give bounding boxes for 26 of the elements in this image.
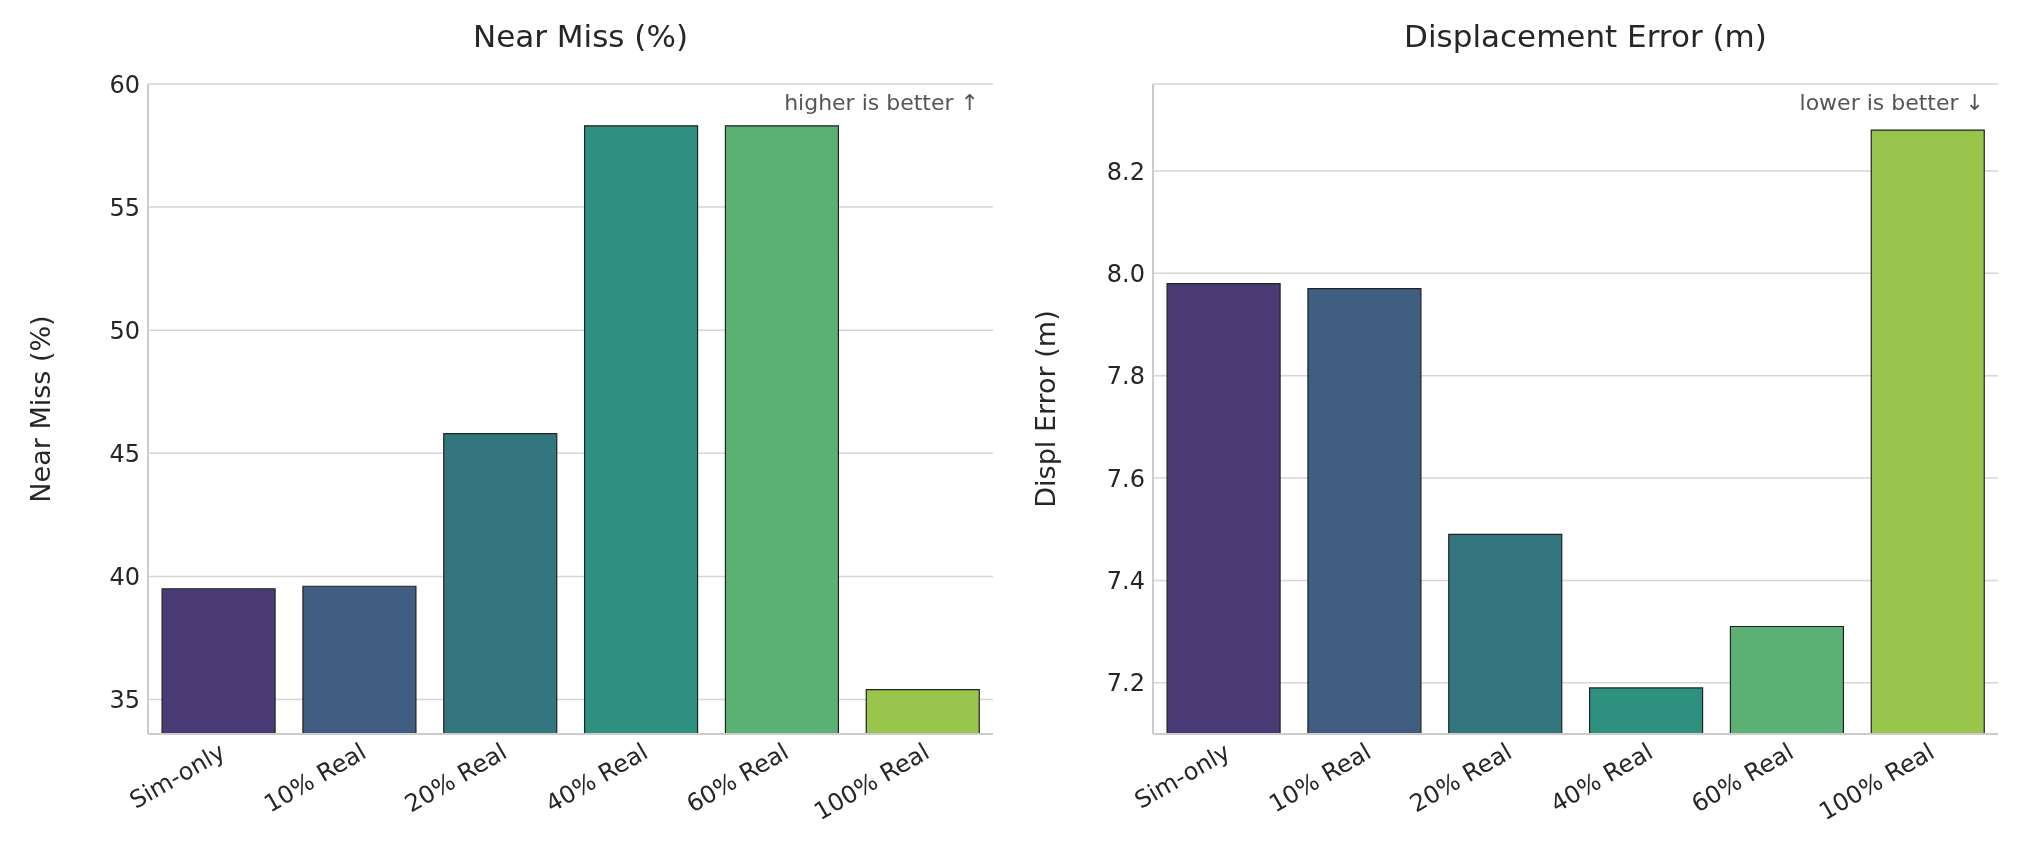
y-tick-label: 7.4 (1106, 566, 1145, 595)
annotation: higher is better ↑ (784, 90, 979, 115)
y-tick-label: 8.2 (1106, 157, 1145, 186)
y-tick-label: 8.0 (1106, 259, 1145, 288)
y-tick-label: 60 (109, 70, 140, 99)
y-tick-label: 7.6 (1106, 464, 1145, 493)
chart-title: Near Miss (%) (472, 17, 689, 56)
y-tick-label: 55 (109, 193, 140, 222)
y-tick-label: 7.2 (1106, 669, 1145, 698)
x-tick-label: 20% Real (1404, 737, 1517, 819)
y-axis-title: Displ Error (m) (1029, 310, 1061, 508)
x-tick-label: 20% Real (399, 737, 512, 819)
x-tick-label: 10% Real (1264, 737, 1376, 819)
y-tick-label: 50 (109, 316, 140, 345)
x-tick-label: 10% Real (259, 737, 371, 819)
y-tick-label: 35 (109, 686, 140, 715)
y-tick-label: 45 (109, 439, 140, 468)
x-tick-label: 60% Real (1686, 737, 1799, 819)
y-axis-title: Near Miss (%) (24, 315, 56, 503)
x-tick-label: 40% Real (540, 737, 653, 819)
x-tick-label: 40% Real (1545, 737, 1658, 819)
x-tick-label: 60% Real (681, 737, 794, 819)
annotation: lower is better ↓ (1799, 90, 1984, 115)
y-tick-label: 40 (109, 562, 140, 591)
y-tick-label: 7.8 (1106, 362, 1145, 391)
chart-title: Displacement Error (m) (1403, 17, 1768, 56)
